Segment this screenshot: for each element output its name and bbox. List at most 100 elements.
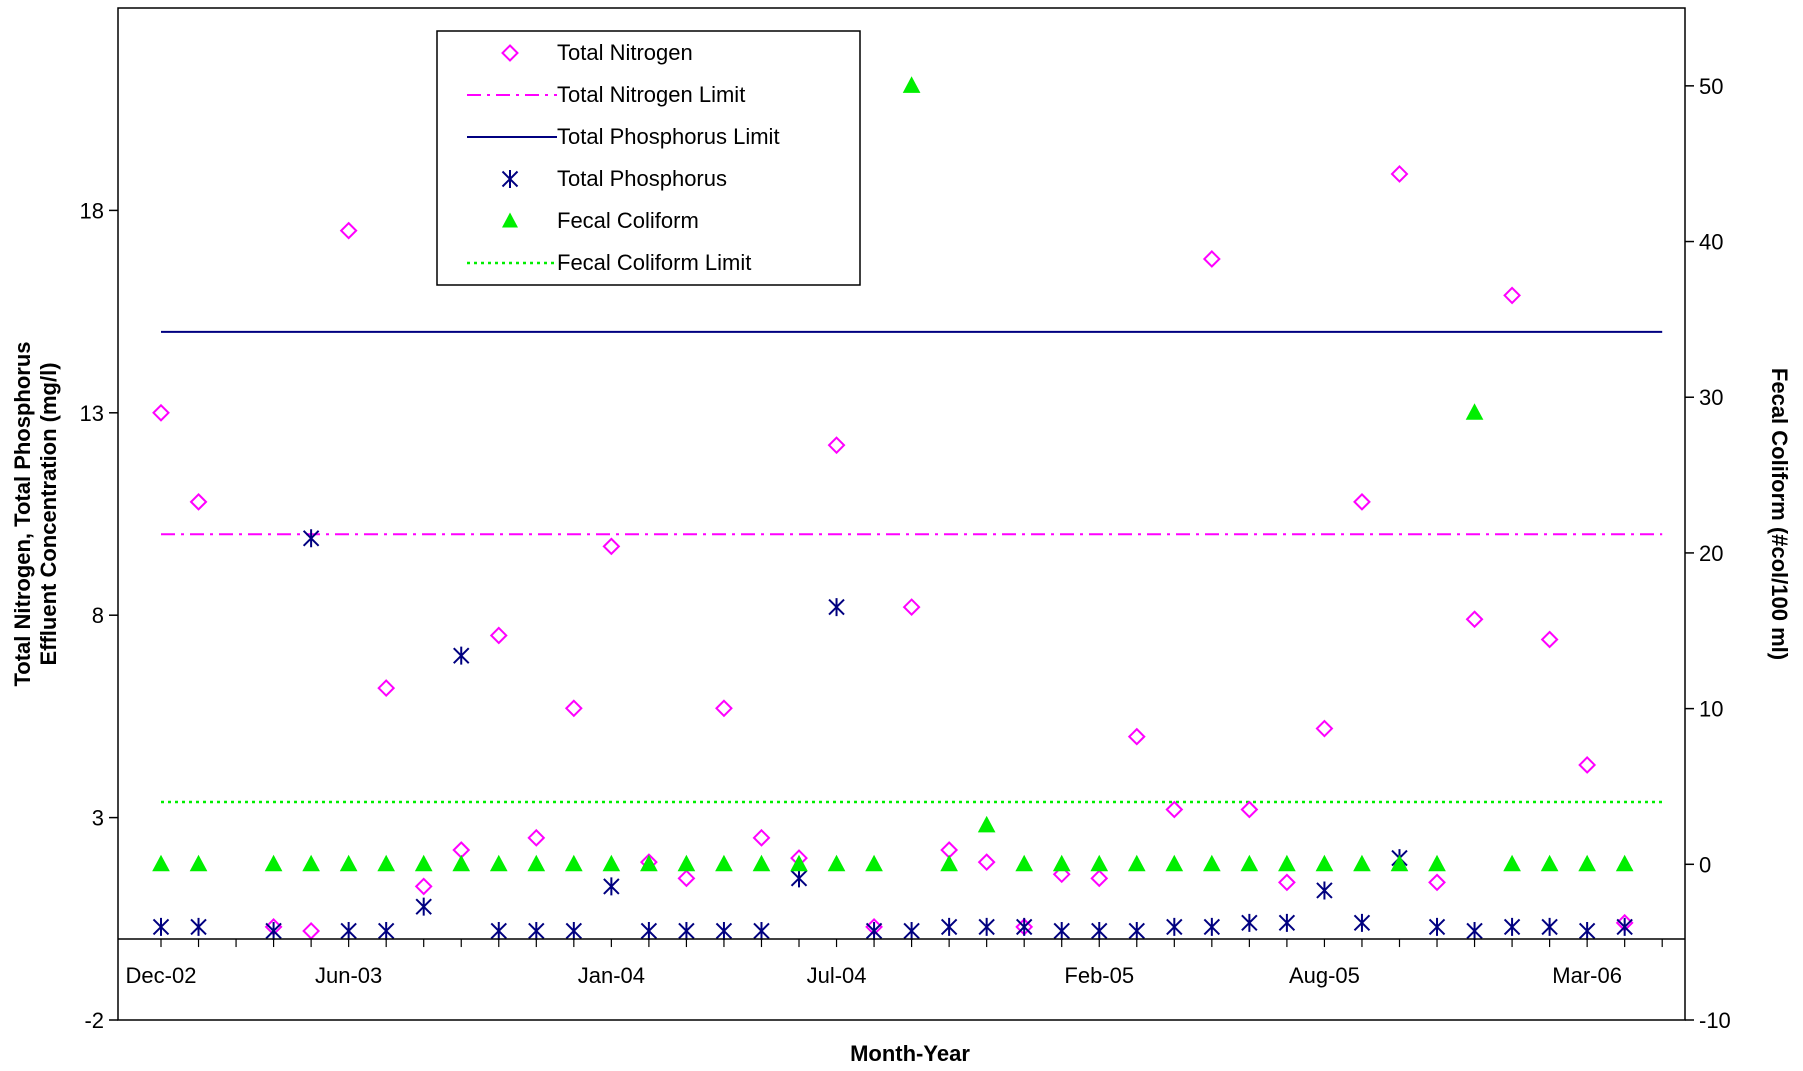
point-fecal-coliform [1465,403,1484,420]
point-fecal-coliform [1540,854,1559,872]
point-total-phosphorus [603,877,620,896]
y-right-tick-label: -10 [1699,1008,1731,1033]
legend-item-total-phosphorus-limit: Total Phosphorus Limit [467,124,780,149]
point-fecal-coliform [377,854,396,872]
point-fecal-coliform [339,854,358,872]
point-fecal-coliform [1165,854,1184,872]
point-total-nitrogen [1165,800,1184,819]
point-fecal-coliform [902,76,921,93]
point-total-nitrogen [1540,630,1559,649]
point-total-phosphorus [1128,921,1145,940]
point-total-nitrogen [527,828,546,847]
legend-item-total-nitrogen-limit: Total Nitrogen Limit [467,82,745,107]
point-fecal-coliform [1052,854,1071,872]
y-right-tick-label: 40 [1699,230,1723,255]
point-total-nitrogen [1240,800,1259,819]
point-total-phosphorus [1353,913,1371,932]
point-total-phosphorus [1278,913,1296,932]
point-fecal-coliform [1203,854,1221,872]
point-fecal-coliform [1015,854,1034,872]
point-total-nitrogen [1503,286,1521,305]
legend-marker-fecal-coliform [502,212,518,228]
point-total-phosphorus [265,921,282,940]
y-left-tick-label: 18 [80,198,104,223]
point-total-phosphorus [453,646,470,665]
y-left-tick-label: -2 [84,1008,104,1033]
point-total-phosphorus [1503,917,1521,936]
point-total-nitrogen [752,828,771,847]
point-total-phosphorus [828,598,845,617]
point-fecal-coliform [302,854,320,872]
point-total-nitrogen [377,679,396,697]
y-right-tick-label: 30 [1699,385,1723,410]
point-fecal-coliform [489,854,508,872]
legend-item-fecal-coliform-limit: Fecal Coliform Limit [467,250,751,275]
point-total-phosphorus [1616,917,1633,936]
point-total-nitrogen [564,699,583,718]
x-axis-title: Month-Year [850,1041,970,1066]
point-total-phosphorus [790,869,808,888]
point-fecal-coliform [1240,854,1259,872]
point-fecal-coliform [640,854,658,872]
x-tick-label: Jul-04 [807,963,867,988]
point-total-phosphorus [1203,917,1221,936]
point-total-phosphorus [640,921,658,940]
y-right-tick-label: 20 [1699,541,1723,566]
y-axis-title-left-line2: Effluent Concentration (mg/l) [36,362,61,665]
legend-item-total-phosphorus: Total Phosphorus [501,166,727,191]
axes [109,85,1694,1021]
y-left-tick-label: 3 [92,806,104,831]
limit-lines [161,330,1663,804]
markers [152,76,1634,940]
point-total-nitrogen [977,853,996,872]
legend-label-fecal-coliform-limit: Fecal Coliform Limit [557,250,751,275]
point-total-nitrogen [1202,250,1221,268]
point-total-nitrogen [1465,610,1484,629]
point-fecal-coliform [152,854,170,872]
point-total-phosphorus [753,921,770,940]
point-total-nitrogen [1277,873,1296,892]
point-total-phosphorus [1466,921,1483,940]
point-fecal-coliform [1353,854,1371,872]
y-axis-title-left-line1: Total Nitrogen, Total Phosphorus [10,341,35,686]
point-total-nitrogen [1428,873,1446,892]
legend-label-total-nitrogen-limit: Total Nitrogen Limit [557,82,745,107]
point-total-phosphorus [377,921,395,940]
x-tick-label: Jun-03 [315,963,382,988]
point-fecal-coliform [752,854,771,872]
point-fecal-coliform [1615,854,1634,872]
point-fecal-coliform [715,854,733,872]
point-total-phosphorus [1578,921,1596,940]
x-tick-label: Mar-06 [1552,963,1622,988]
x-tick-label: Dec-02 [126,963,197,988]
point-fecal-coliform [264,854,283,872]
point-total-nitrogen [1353,492,1371,511]
point-total-nitrogen [339,221,358,240]
point-fecal-coliform [564,854,583,872]
point-fecal-coliform [1390,854,1409,872]
point-total-phosphorus [715,921,733,940]
point-fecal-coliform [1428,854,1446,872]
point-total-nitrogen [602,537,621,556]
point-total-phosphorus [190,917,207,936]
point-fecal-coliform [1278,854,1296,872]
point-total-nitrogen [1052,865,1071,884]
point-total-phosphorus [1091,921,1108,940]
legend-item-total-nitrogen: Total Nitrogen [501,40,693,65]
legend-label-total-nitrogen: Total Nitrogen [557,40,693,65]
point-total-nitrogen [152,403,170,422]
x-tick-label: Feb-05 [1064,963,1134,988]
point-total-phosphorus [152,917,170,936]
point-total-phosphorus [1241,913,1258,932]
point-total-nitrogen [1315,719,1334,738]
point-total-phosphorus [978,917,995,936]
legend-label-total-phosphorus: Total Phosphorus [557,166,727,191]
point-total-phosphorus [415,897,432,916]
y-left-tick-label: 8 [92,603,104,628]
point-fecal-coliform [602,854,621,872]
point-fecal-coliform [1090,854,1109,872]
point-total-nitrogen [715,699,733,718]
point-fecal-coliform [1315,854,1334,872]
point-fecal-coliform [940,854,958,872]
